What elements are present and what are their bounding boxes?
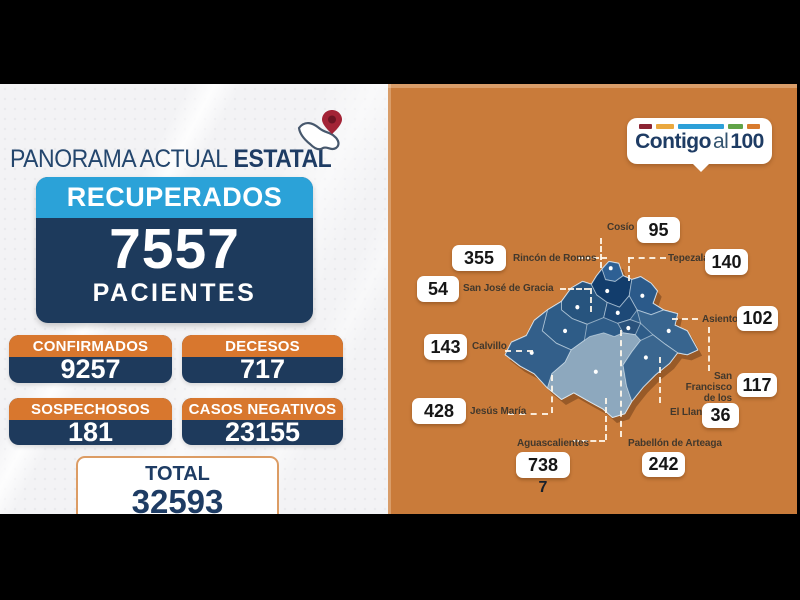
municipality-label-aguascalientes: Aguascalientes	[517, 438, 589, 449]
deaths-label: DECESOS	[182, 335, 343, 357]
municipality-value-san-jose: 54	[417, 276, 459, 302]
suspected-value: 181	[67, 417, 114, 446]
page-title-regular: PANORAMA ACTUAL	[10, 144, 228, 173]
municipality-label-pabellon: Pabellón de Arteaga	[628, 438, 722, 449]
municipality-dots	[529, 266, 671, 374]
connector-el-llano	[659, 357, 661, 403]
negative-cases-value: 23155	[224, 417, 301, 446]
suspected-card: SOSPECHOSOS 181	[9, 398, 172, 445]
recovered-card: RECUPERADOS 7557 PACIENTES	[36, 177, 313, 323]
municipality-label-el-llano: El Llano	[670, 407, 709, 418]
municipality-label-rincon: Rincón de Romos	[513, 253, 597, 264]
municipality-label-cosio: Cosío	[607, 222, 635, 233]
deaths-card: DECESOS 717	[182, 335, 343, 383]
municipality-label-asientos: Asientos	[702, 314, 744, 325]
connector-san-jose	[560, 288, 590, 290]
panel-edge	[388, 84, 797, 88]
connector-san-jose	[590, 288, 592, 312]
connector-aguascalientes	[573, 440, 605, 442]
map-region-el-llano	[622, 334, 678, 402]
connector-rincon	[577, 257, 607, 259]
municipality-value-jesus-maria: 428	[412, 398, 466, 424]
municipality-value-aguascalientes: 738	[516, 452, 570, 478]
negative-cases-label: CASOS NEGATIVOS	[182, 398, 343, 420]
suspected-label: SOSPECHOSOS	[9, 398, 172, 420]
letterbox-bottom	[0, 514, 800, 600]
panel-edge	[388, 84, 391, 514]
municipality-value-calvillo: 143	[424, 334, 467, 360]
negative-cases-card: CASOS NEGATIVOS 23155	[182, 398, 343, 445]
recovered-label: RECUPERADOS	[36, 177, 313, 218]
map-region-rincon-de-romos	[590, 268, 633, 308]
contigo-al-100-logo: Contigoal100	[627, 118, 772, 172]
municipality-value-cosio: 95	[637, 217, 680, 243]
connector-calvillo	[505, 350, 533, 352]
deaths-value: 717	[239, 354, 286, 383]
map-panel: Contigoal100	[388, 84, 797, 514]
total-label: TOTAL	[145, 463, 210, 485]
connector-pabellon	[620, 330, 622, 437]
connector-san-francisco	[708, 327, 710, 371]
connector-asientos	[672, 318, 698, 320]
connector-cosio	[600, 238, 602, 268]
confirmed-card: CONFIRMADOS 9257	[9, 335, 172, 383]
connector-tepezala	[628, 257, 666, 259]
municipality-label-san-jose: San José de Gracia	[463, 283, 554, 294]
municipality-value-pabellon: 242	[642, 452, 685, 477]
page-title-bold: ESTATAL	[233, 144, 332, 173]
municipality-label-calvillo: Calvillo	[472, 341, 507, 352]
mexico-map-pin-icon	[297, 110, 342, 151]
municipality-label-jesus-maria: Jesús María	[470, 406, 527, 417]
recovered-unit: PACIENTES	[92, 279, 257, 307]
municipality-value-rincon: 355	[452, 245, 506, 271]
total-card: TOTAL 32593	[76, 456, 279, 514]
stats-panel: PANORAMA ACTUAL ESTATAL RECUPERADOS 7557…	[0, 84, 388, 514]
aguascalientes-state-map	[504, 260, 703, 424]
letterbox-top	[0, 0, 800, 84]
map-region-calvillo	[504, 309, 572, 389]
total-value: 32593	[131, 483, 224, 515]
confirmed-label: CONFIRMADOS	[9, 335, 172, 357]
logo-text: Contigoal100	[635, 130, 764, 153]
page-title: PANORAMA ACTUAL ESTATAL	[10, 144, 332, 173]
connector-jesus-maria	[551, 375, 553, 413]
connector-jesus-maria	[508, 413, 548, 415]
recovered-value: 7557	[109, 217, 240, 281]
map-region-pabellon	[603, 295, 638, 324]
connector-tepezala	[628, 257, 630, 281]
municipality-value-el-llano: 36	[702, 403, 739, 428]
municipality-value-san-francisco: 117	[737, 373, 777, 397]
municipality-value-asientos: 102	[737, 306, 778, 331]
connector-aguascalientes	[605, 398, 607, 440]
municipality-value-tepezala: 140	[705, 249, 748, 275]
logo-color-bars	[627, 124, 772, 129]
confirmed-value: 9257	[60, 354, 121, 383]
municipality-label-tepezala: Tepezalá	[668, 253, 709, 264]
municipality-value-aguascalientes-overflow: 7	[538, 479, 548, 496]
dashboard: PANORAMA ACTUAL ESTATAL RECUPERADOS 7557…	[0, 84, 797, 514]
